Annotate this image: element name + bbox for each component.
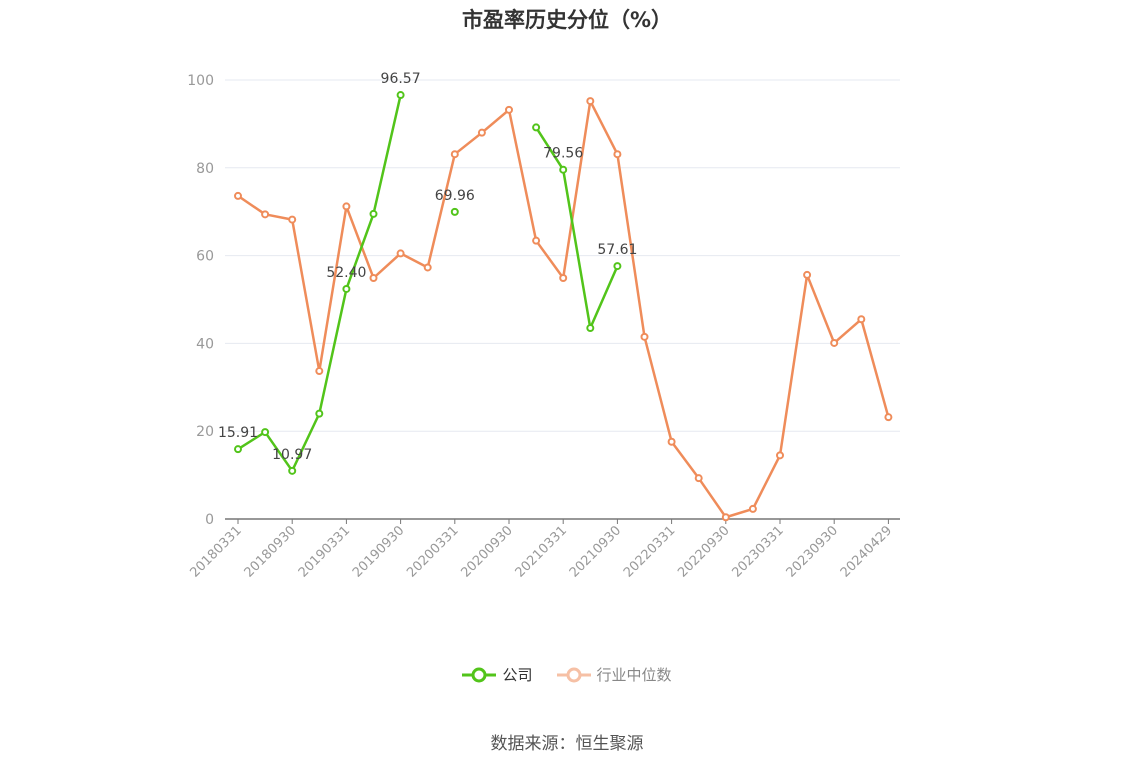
data-point [803, 270, 812, 279]
series-company [234, 91, 622, 475]
legend-company-label: 公司 [502, 666, 533, 684]
data-point [234, 445, 242, 454]
series-industry [234, 97, 893, 522]
data-point [586, 324, 595, 333]
x-tick-label: 20210930 [567, 523, 624, 580]
data-point [613, 150, 622, 159]
chart-title: 市盈率历史分位（%） [461, 8, 673, 32]
legend-item-industry[interactable]: 行业中位数 [556, 664, 672, 685]
x-tick-label: 20200331 [404, 523, 461, 580]
data-point [640, 332, 649, 341]
x-tick-label: 20230331 [729, 523, 786, 580]
data-point [748, 504, 757, 513]
source-note: 数据来源：恒生聚源 [490, 734, 644, 754]
series-line [535, 126, 619, 330]
data-labels: 15.91 10.97 52.40 96.57 69.96 79.56 57.61 [218, 71, 637, 463]
y-tick-label: 80 [196, 161, 214, 177]
x-tick-label: 20230930 [784, 523, 841, 580]
y-tick-label: 100 [187, 73, 214, 89]
data-label: 15.91 [218, 425, 258, 441]
data-point [559, 165, 568, 174]
x-tick-label: 20180930 [242, 523, 299, 580]
data-label: 52.40 [326, 265, 366, 281]
data-point [613, 262, 622, 271]
data-label: 79.56 [543, 146, 583, 162]
data-point [477, 128, 486, 137]
data-point [261, 210, 270, 219]
x-tick-label: 20220331 [621, 523, 678, 580]
data-label: 96.57 [381, 71, 421, 87]
series-lines [234, 91, 893, 522]
y-tick-label: 60 [196, 249, 214, 265]
x-tick-label: 20190331 [296, 523, 353, 580]
data-point [721, 513, 730, 522]
y-tick-label: 40 [196, 336, 214, 352]
data-point [369, 273, 378, 282]
data-point [532, 236, 541, 245]
x-tick-label: 20180331 [187, 523, 244, 580]
data-point [505, 105, 513, 114]
data-point [369, 209, 378, 218]
x-tick-label: 20190930 [350, 523, 407, 580]
data-label: 57.61 [597, 242, 637, 258]
x-tick-label: 20200930 [458, 523, 515, 580]
data-point [423, 263, 432, 272]
data-point [315, 409, 324, 418]
x-tick-label: 20220930 [675, 523, 732, 580]
legend-company-icon [462, 667, 497, 682]
data-point [342, 202, 351, 211]
data-point [288, 215, 297, 224]
x-tick-label: 20210331 [513, 523, 570, 580]
data-point [857, 315, 866, 324]
data-point [450, 207, 459, 216]
x-tick-label: 20240429 [838, 523, 895, 580]
data-point [830, 338, 839, 347]
data-point [586, 97, 595, 106]
data-point [396, 91, 405, 100]
y-tick-label: 20 [196, 424, 214, 440]
data-point [315, 367, 324, 376]
data-point [667, 437, 676, 446]
data-point [234, 191, 242, 200]
data-label: 69.96 [435, 188, 475, 204]
data-point [342, 284, 351, 293]
data-label: 10.97 [272, 447, 312, 463]
data-point [396, 249, 405, 258]
series-line [237, 99, 890, 519]
legend-industry-label: 行业中位数 [596, 666, 672, 684]
legend: 公司 行业中位数 [0, 664, 1134, 685]
data-point [288, 466, 297, 475]
data-point [559, 273, 568, 282]
data-point [450, 150, 459, 159]
y-tick-label: 0 [205, 512, 214, 528]
data-point [532, 123, 541, 132]
data-point [694, 474, 703, 483]
data-point [261, 428, 270, 437]
legend-industry-icon [556, 667, 591, 682]
legend-item-company[interactable]: 公司 [462, 664, 533, 685]
data-point [776, 451, 784, 460]
data-point [884, 413, 893, 422]
